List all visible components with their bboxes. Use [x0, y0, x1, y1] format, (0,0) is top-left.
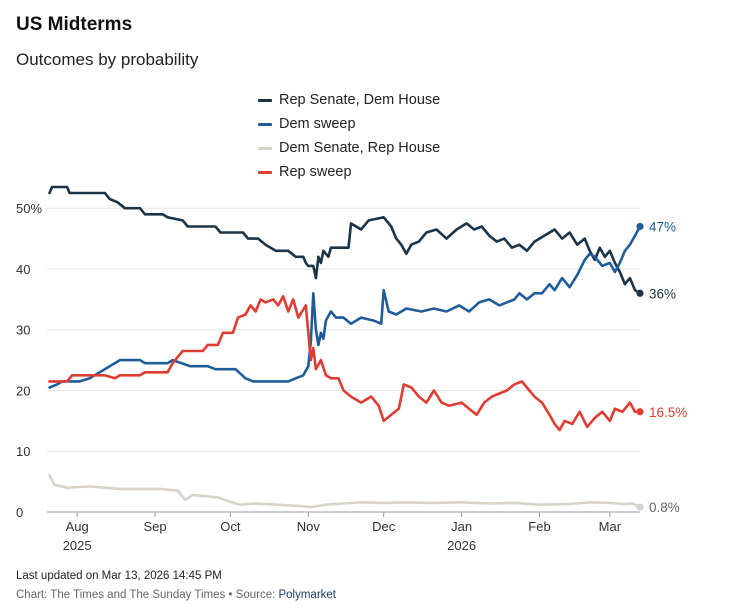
legend-item-dem-senate-rep-house: Dem Senate, Rep House	[258, 136, 440, 160]
x-tick-label: Dec	[372, 519, 396, 534]
y-tick-label: 40	[16, 262, 30, 277]
series-end-label: 36%	[649, 286, 676, 301]
series-line-rep-sweep	[48, 295, 642, 432]
series-line-rep-senate-dem-house	[48, 185, 642, 295]
x-tick-label: Nov	[297, 519, 321, 534]
source-note: Chart: The Times and The Sunday Times • …	[16, 589, 336, 601]
x-tick-label: Feb	[528, 519, 550, 534]
x-tick-label: Oct	[220, 519, 241, 534]
legend-label: Rep Senate, Dem House	[279, 92, 441, 108]
legend-swatch	[258, 122, 272, 126]
series-end-dot	[636, 503, 644, 511]
legend-swatch	[258, 98, 272, 102]
series-end-dot	[636, 408, 644, 416]
legend-label: Dem Senate, Rep House	[279, 140, 441, 156]
chart-legend: Rep Senate, Dem House Dem sweep Dem Sena…	[258, 88, 440, 184]
series-end-label: 0.8%	[649, 500, 680, 515]
legend-swatch	[258, 170, 272, 174]
x-tick-year-label: 2025	[63, 538, 92, 553]
legend-item-rep-senate-dem-house: Rep Senate, Dem House	[258, 88, 440, 112]
legend-swatch	[258, 146, 272, 150]
y-tick-label: 20	[16, 383, 30, 398]
x-tick-label: Aug	[66, 519, 89, 534]
series-end-label: 47%	[649, 219, 676, 234]
x-tick-label: Jan	[451, 519, 472, 534]
chart-subtitle: Outcomes by probability	[16, 50, 199, 69]
series-line-dem-senate-rep-house	[48, 474, 642, 509]
source-link[interactable]: Polymarket	[278, 589, 337, 601]
x-tick-label: Mar	[599, 519, 622, 534]
last-updated-note: Last updated on Mar 13, 2026 14:45 PM	[16, 570, 222, 582]
legend-item-dem-sweep: Dem sweep	[258, 112, 440, 136]
legend-label: Rep sweep	[279, 164, 352, 180]
chart-title: US Midterms	[16, 14, 133, 35]
series-line-dem-sweep	[48, 225, 642, 389]
series-end-dot	[636, 222, 644, 231]
y-tick-label: 50%	[16, 201, 42, 216]
x-tick-label: Sep	[143, 519, 166, 534]
y-tick-label: 30	[16, 323, 30, 338]
legend-item-rep-sweep: Rep sweep	[258, 160, 440, 184]
source-prefix: Chart: The Times and The Sunday Times • …	[16, 589, 279, 601]
y-tick-label: 10	[16, 444, 30, 459]
series-end-dot	[636, 289, 644, 297]
series-end-label: 16.5%	[649, 405, 687, 420]
y-tick-label: 0	[16, 505, 23, 520]
legend-label: Dem sweep	[279, 116, 356, 132]
x-tick-year-label: 2026	[447, 538, 476, 553]
